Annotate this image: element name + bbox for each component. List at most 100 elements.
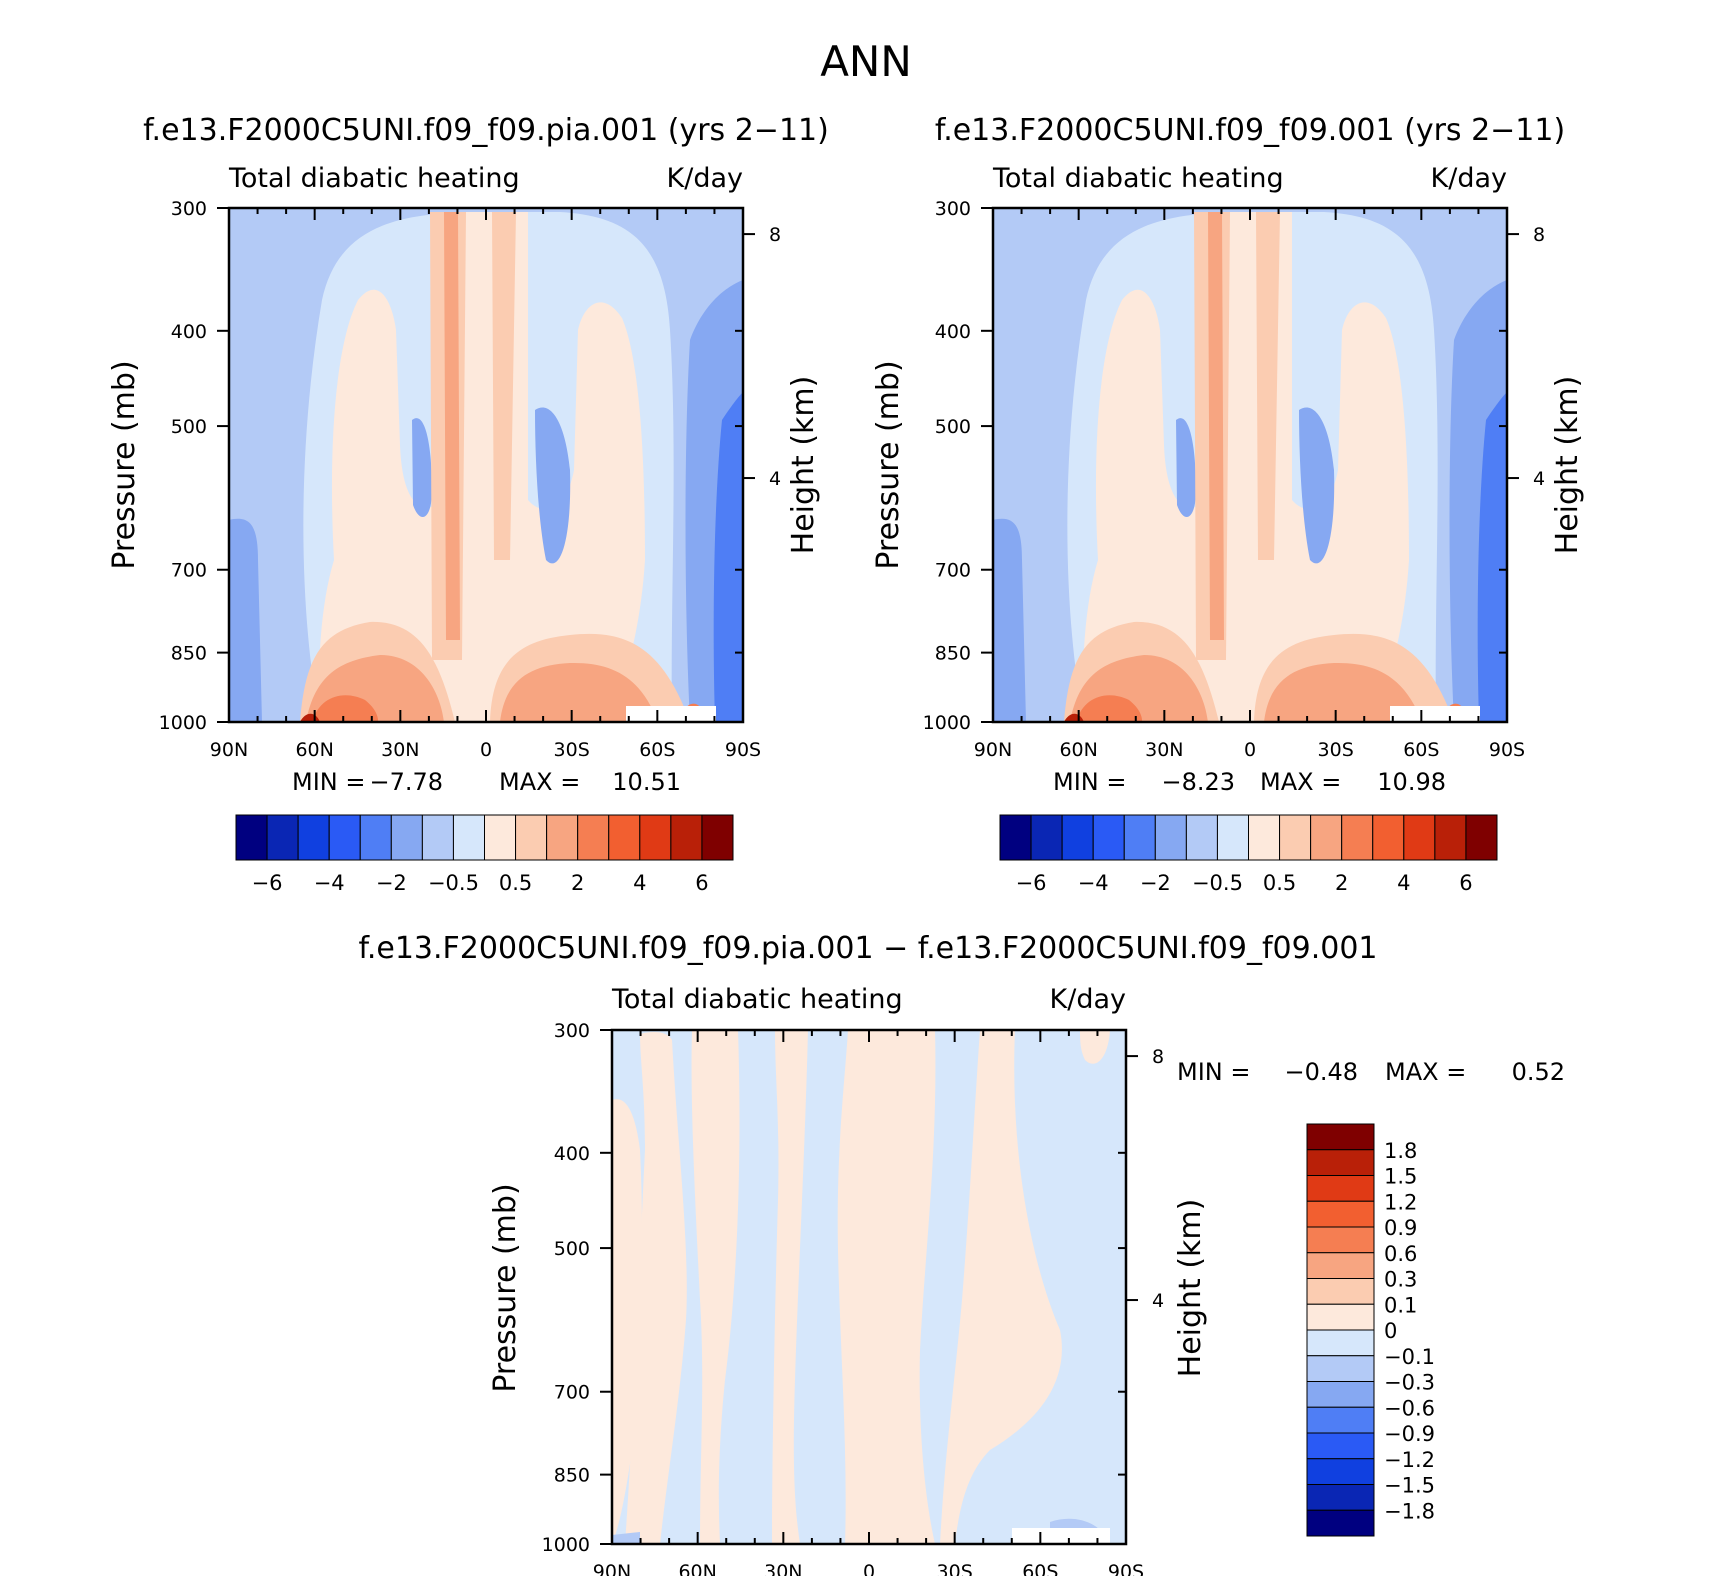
panel-b-ylabel: Pressure (mb): [871, 360, 906, 569]
panel-a-max-value: 10.51: [612, 768, 681, 796]
y-tick-label: 700: [171, 560, 207, 582]
colorbar-swatch: [1279, 814, 1312, 861]
colorbar-swatch: [608, 814, 641, 861]
x-tick-label: 0: [863, 1561, 875, 1576]
colorbar-swatch: [1306, 1175, 1375, 1202]
colorbar-swatch: [1061, 814, 1094, 861]
x-tick-label: 90S: [1489, 739, 1525, 761]
x-tick-label: 30N: [764, 1561, 802, 1576]
y-tick-label: 850: [554, 1465, 590, 1487]
contour-band: [1076, 695, 1470, 722]
panel-b-title: f.e13.F2000C5UNI.f09_f09.001 (yrs 2−11): [935, 113, 1565, 148]
panel-c-colorbar: 1.81.51.20.90.60.30.10−0.1−0.3−0.6−0.9−1…: [1306, 1123, 1435, 1537]
y-tick-label: 500: [554, 1238, 590, 1260]
panel-c-max-value: 0.52: [1512, 1058, 1565, 1086]
colorbar-swatch: [421, 814, 454, 861]
colorbar-label: 6: [695, 871, 708, 895]
panel-a-contours: [229, 208, 743, 722]
missing-data-patch: [626, 706, 716, 722]
contour-band: [1080, 1030, 1110, 1064]
contour-band: [312, 695, 708, 722]
contour-band: [306, 212, 658, 722]
colorbar-swatch: [639, 814, 672, 861]
contour-band: [772, 1030, 808, 1544]
panel-b-y2label: Height (km): [1550, 376, 1585, 555]
panel-c-contours: [612, 1030, 1126, 1544]
x-tick-label: 90N: [210, 739, 248, 761]
colorbar-label: −0.3: [1384, 1371, 1435, 1395]
x-tick-label: 90N: [593, 1561, 631, 1576]
colorbar-label: 6: [1459, 871, 1472, 895]
panel-b-colorbar: −6 −4 −2 −0.5 0.5 2 4 6: [999, 814, 1498, 895]
y-tick-label: 300: [171, 198, 207, 220]
colorbar-label: −2: [1140, 871, 1171, 895]
y-tick-label: 400: [935, 321, 971, 343]
panel-c-min-label: MIN =: [1177, 1058, 1250, 1086]
colorbar-swatch: [1403, 814, 1436, 861]
panel-c-y2label: Height (km): [1173, 1199, 1208, 1378]
colorbar-swatch: [1341, 814, 1374, 861]
panel-a-y-ticks: 300 400 500 700 850 1000 8 4: [159, 198, 781, 734]
panel-c-left-label: Total diabatic heating: [611, 984, 903, 1015]
colorbar-label: −1.2: [1384, 1448, 1435, 1472]
colorbar-swatch: [1306, 1381, 1375, 1408]
panel-b-min-label: MIN =: [1053, 768, 1126, 796]
y2-tick-label: 8: [1152, 1046, 1164, 1068]
y2-tick-label: 4: [769, 468, 781, 490]
colorbar-label: −4: [314, 871, 345, 895]
contour-band: [837, 1030, 936, 1544]
colorbar-label: 4: [1397, 871, 1410, 895]
x-tick-label: 60N: [295, 739, 333, 761]
colorbar-swatch: [1306, 1278, 1375, 1305]
colorbar-label: 0.5: [1263, 871, 1296, 895]
colorbar-swatch: [266, 814, 299, 861]
colorbar-label: −0.5: [428, 871, 479, 895]
panel-a-x-ticks: 90N 60N 30N 0 30S 60S 90S: [210, 208, 761, 761]
colorbar-label: −6: [1016, 871, 1047, 895]
y-tick-label: 1000: [923, 712, 971, 734]
colorbar-swatch: [1216, 814, 1249, 861]
colorbar-label: −0.9: [1384, 1422, 1435, 1446]
panel-a-colorbar: −6 −4 −2 −0.5 0.5 2 4 6: [235, 814, 734, 895]
colorbar-label: −4: [1078, 871, 1109, 895]
x-tick-label: 90N: [974, 739, 1012, 761]
x-tick-label: 90S: [1108, 1561, 1144, 1576]
contour-band: [940, 1030, 1062, 1544]
colorbar-label: 0: [1384, 1319, 1397, 1343]
colorbar-label: 2: [571, 871, 584, 895]
contour-band: [713, 392, 743, 722]
contour-band: [300, 212, 690, 722]
x-tick-label: 0: [480, 739, 492, 761]
colorbar-label: 0.6: [1384, 1242, 1417, 1266]
colorbar-label: −2: [376, 871, 407, 895]
colorbar-label: −1.8: [1384, 1499, 1435, 1523]
colorbar-swatch: [1306, 1509, 1375, 1537]
contour-band: [612, 1099, 643, 1544]
colorbar-swatch: [235, 814, 268, 861]
panel-c-y-ticks: 300 400 500 700 850 1000 8 4: [542, 1020, 1164, 1556]
colorbar-label: −0.1: [1384, 1345, 1435, 1369]
panel-c-x-ticks: 90N 60N 30N 0 30S 60S 90S: [593, 1030, 1144, 1576]
panel-c-max-label: MAX =: [1385, 1058, 1466, 1086]
x-tick-label: 60S: [639, 739, 675, 761]
colorbar-swatch: [1306, 1432, 1375, 1460]
x-tick-label: 30S: [554, 739, 590, 761]
colorbar-label: 1.2: [1384, 1190, 1417, 1214]
y-tick-label: 500: [171, 416, 207, 438]
y-tick-label: 1000: [159, 712, 207, 734]
y-tick-label: 400: [171, 321, 207, 343]
colorbar-label: −6: [252, 871, 283, 895]
x-tick-label: 0: [1244, 739, 1256, 761]
y2-tick-label: 8: [769, 224, 781, 246]
contour-band: [318, 212, 645, 722]
y-tick-label: 300: [935, 198, 971, 220]
colorbar-swatch: [1310, 814, 1343, 861]
y2-tick-label: 4: [1152, 1290, 1164, 1312]
colorbar-swatch: [701, 814, 734, 861]
colorbar-label: 0.3: [1384, 1268, 1417, 1292]
colorbar-swatch: [1123, 814, 1156, 861]
colorbar-label: −0.6: [1384, 1396, 1435, 1420]
colorbar-swatch: [1306, 1406, 1375, 1434]
colorbar-swatch: [670, 814, 703, 861]
